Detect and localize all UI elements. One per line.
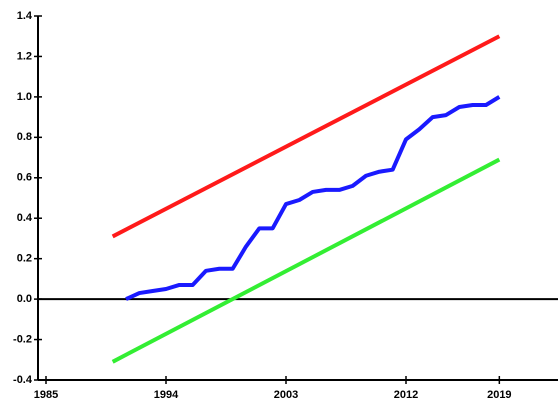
y-tick-label: -0.2: [13, 333, 32, 345]
y-tick-label: 0.4: [17, 212, 33, 224]
series-line: [111, 157, 501, 364]
y-tick-label: 1.4: [17, 10, 33, 22]
x-tick-label: 2003: [274, 389, 298, 401]
y-tick-label: 1.0: [17, 91, 32, 103]
y-tick-label: 0.0: [17, 293, 32, 305]
y-tick-label: 0.8: [17, 131, 32, 143]
y-tick-label: 0.2: [17, 253, 32, 265]
y-tick-label: -0.4: [13, 374, 33, 386]
x-tick-label: 1994: [154, 389, 179, 401]
y-tick-label: 0.6: [17, 172, 32, 184]
x-tick-label: 1985: [34, 389, 58, 401]
x-tick-label: 2019: [487, 389, 511, 401]
y-tick-label: 1.2: [17, 50, 32, 62]
series-line: [125, 95, 501, 301]
x-tick-label: 2012: [394, 389, 418, 401]
series-line: [111, 34, 501, 239]
